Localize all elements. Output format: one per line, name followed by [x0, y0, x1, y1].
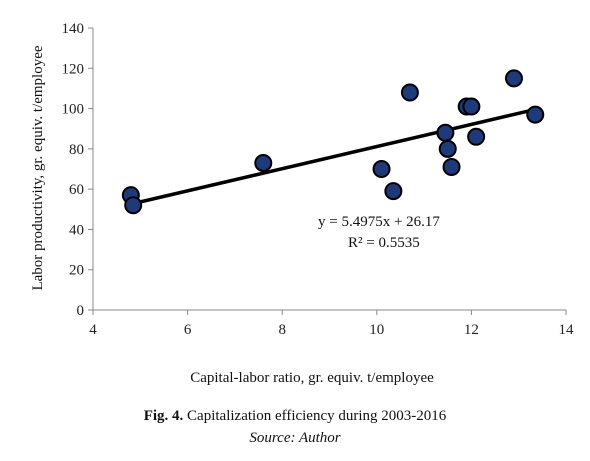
x-tick-label: 10 — [369, 322, 384, 338]
data-point — [400, 83, 419, 102]
trendline-group — [129, 107, 538, 206]
y-axis-label: Labor productivity, gr. equiv. t/employe… — [30, 45, 46, 290]
y-tick-label: 60 — [69, 182, 84, 198]
data-points — [121, 69, 545, 215]
x-tick-label: 14 — [559, 322, 575, 338]
x-tick-label: 12 — [464, 322, 479, 338]
data-point — [436, 123, 455, 142]
figure-number: Fig. 4. — [143, 408, 184, 424]
data-point — [526, 105, 545, 124]
x-tick-label: 4 — [89, 322, 97, 338]
data-point — [504, 69, 523, 88]
y-tick-label: 80 — [69, 142, 84, 158]
x-tick-label: 8 — [278, 322, 286, 338]
y-tick-label: 140 — [62, 21, 85, 37]
data-point — [462, 97, 481, 116]
data-point — [442, 157, 461, 176]
scatter-chart: 0 20 40 60 80 100 120 140 4 6 8 10 12 14 y = 5.4975x … — [30, 21, 575, 386]
data-point — [384, 182, 403, 201]
x-axis-label: Capital-labor ratio, gr. equiv. t/employ… — [190, 370, 434, 386]
x-tick-label: 6 — [184, 322, 192, 338]
data-point — [124, 196, 143, 215]
trendline-equation: y = 5.4975x + 26.17 — [318, 214, 440, 230]
data-point — [467, 127, 486, 146]
data-point — [254, 153, 273, 172]
tick-labels: 0 20 40 60 80 100 120 140 4 6 8 10 12 14 — [62, 21, 575, 338]
data-point — [372, 160, 391, 178]
y-tick-label: 100 — [62, 102, 85, 118]
axes — [88, 27, 567, 315]
y-tick-label: 120 — [62, 61, 85, 77]
y-tick-label: 0 — [77, 303, 85, 319]
figure-caption: Fig. 4. Capitalization efficiency during… — [0, 408, 590, 425]
y-tick-label: 40 — [69, 222, 84, 238]
trendline-r2: R² = 0.5535 — [348, 235, 420, 251]
figure-source: Source: Author — [249, 430, 341, 446]
trendline — [129, 107, 538, 206]
data-point — [438, 139, 457, 158]
y-tick-label: 20 — [69, 263, 84, 279]
figure-title: Capitalization efficiency during 2003-20… — [183, 408, 447, 424]
